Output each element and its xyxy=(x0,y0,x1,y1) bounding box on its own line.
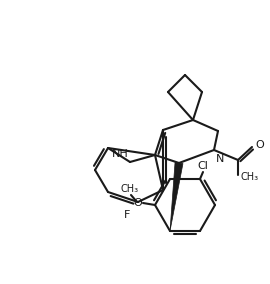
Text: NH: NH xyxy=(112,149,129,159)
Text: CH₃: CH₃ xyxy=(121,184,139,194)
Polygon shape xyxy=(170,162,183,231)
Text: O: O xyxy=(133,198,142,208)
Text: Cl: Cl xyxy=(198,161,208,171)
Text: F: F xyxy=(124,210,130,220)
Text: CH₃: CH₃ xyxy=(241,172,259,182)
Text: N: N xyxy=(216,154,224,164)
Text: O: O xyxy=(255,140,264,150)
